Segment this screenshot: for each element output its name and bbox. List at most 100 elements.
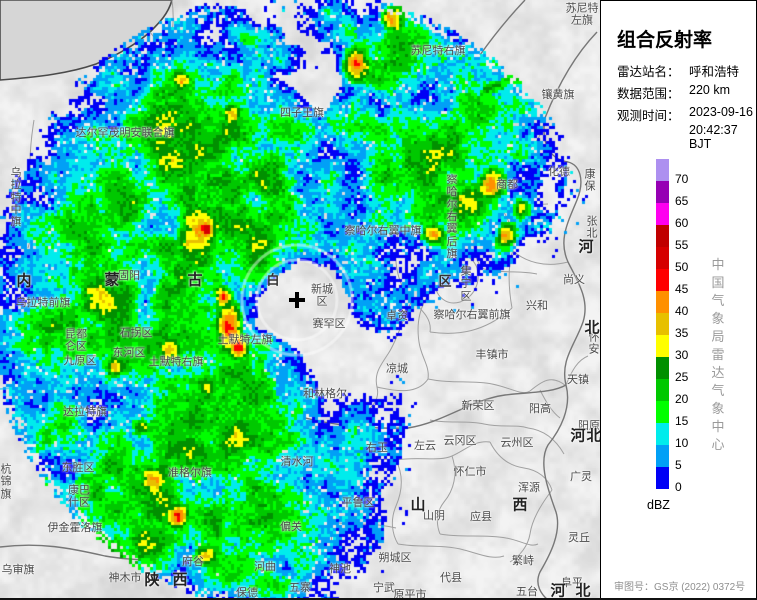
map-label: 偏关 <box>280 520 302 533</box>
map-label: 怀仁市 <box>453 465 487 478</box>
legend-value: 25 <box>675 370 689 384</box>
map-label: 右玉 <box>366 441 388 454</box>
map-label: 北 <box>584 319 600 337</box>
watermark-vertical-text: 中 国 气 象 局 雷 达 气 象 中 心 <box>711 257 725 452</box>
range-value: 220 km <box>689 83 730 97</box>
legend-color-swatch <box>656 423 669 445</box>
map-label: 原平市 <box>393 588 427 600</box>
map-label: 云冈区 <box>443 434 477 447</box>
map-label: 康巴 什区 <box>68 484 90 509</box>
map-label: 蒙 <box>104 271 120 289</box>
map-label: 山 <box>410 496 426 514</box>
station-value: 呼和浩特 <box>689 65 740 79</box>
map-label: 兴和 <box>526 299 548 312</box>
map-label: 商都 <box>496 178 518 191</box>
legend-color-swatch <box>656 379 669 401</box>
legend-value: 5 <box>675 458 682 472</box>
map-label: 内 <box>16 272 32 290</box>
map-label: 凉城 <box>386 362 408 375</box>
map-label: 河曲 <box>254 560 276 573</box>
legend-color-swatch <box>656 445 669 467</box>
info-panel: 组合反射率 雷达站名： 呼和浩特 数据范围： 220 km 观测时间： 2023… <box>600 0 757 598</box>
station-row: 雷达站名： 呼和浩特 <box>617 61 739 80</box>
legend-value: 20 <box>675 392 689 406</box>
map-label: 西 <box>512 496 528 514</box>
map-label: 北 <box>586 428 600 446</box>
legend-color-swatch <box>656 225 669 247</box>
map-label: 河 <box>578 238 594 256</box>
legend-color-swatch <box>656 313 669 335</box>
map-approval-number: 审图号：GS京 (2022) 0372号 <box>614 582 746 593</box>
time-label: 观测时间： <box>617 109 680 123</box>
map-label: 左云 <box>414 439 436 452</box>
legend-value: 70 <box>675 172 689 186</box>
map-label: 山阴 <box>423 509 445 522</box>
legend-color-swatch <box>656 335 669 357</box>
map-label: 代县 <box>440 571 462 584</box>
map-label: 东胜区 <box>61 461 95 474</box>
map-label: 伊金霍洛旗 <box>47 521 103 534</box>
map-label: 云州区 <box>500 436 534 449</box>
map-label: 朔城区 <box>378 551 412 564</box>
map-label: 河 <box>550 582 566 600</box>
map-label: 怀 安 <box>588 331 600 356</box>
legend-color-swatch <box>656 269 669 291</box>
map-label: 应县 <box>470 510 492 523</box>
map-label: 石拐区 <box>119 326 153 339</box>
range-row: 数据范围： 220 km <box>617 83 730 102</box>
dbz-legend: 70 65 60 55 50 45 40 35 30 25 20 15 10 5 0 <box>601 1 757 598</box>
legend-value: 55 <box>675 238 689 252</box>
map-label: 昆都 仑区 <box>65 328 87 353</box>
map-label: 繁峙 <box>512 554 534 567</box>
legend-value: 45 <box>675 282 689 296</box>
product-title: 组合反射率 <box>617 30 713 51</box>
map-label: 保德 <box>236 586 258 599</box>
map-label: 广灵 <box>570 470 592 483</box>
map-label: 北 <box>575 582 591 600</box>
map-label: 五台 <box>516 585 538 598</box>
map-label: 府谷 <box>182 555 204 568</box>
map-label: 区 <box>438 273 452 289</box>
map-label: 新城 区 <box>311 283 333 308</box>
legend-value: 40 <box>675 304 689 318</box>
time-date-value: 2023-09-16 <box>689 105 753 119</box>
map-label: 阳高 <box>529 402 551 415</box>
map-label: 阳原 <box>578 419 600 432</box>
map-label: 宁武 <box>373 581 395 594</box>
legend-color-swatch <box>656 291 669 313</box>
legend-color-swatch <box>656 181 669 203</box>
map-label: 古 <box>187 271 203 289</box>
map-label: 土默特左旗 <box>217 333 273 346</box>
map-label: 尚义 <box>563 273 585 286</box>
map-label: 九原区 <box>63 354 97 367</box>
legend-color-swatch <box>656 357 669 379</box>
time-clock-value: 20:42:37 BJT <box>689 123 738 151</box>
map-label: 赛罕区 <box>312 317 346 330</box>
legend-value: 60 <box>675 216 689 230</box>
map-label: 陕 <box>144 571 160 589</box>
legend-value: 65 <box>675 194 689 208</box>
map-label: 五寨 <box>289 581 311 594</box>
map-label: 河 <box>570 427 586 445</box>
legend-unit: dBZ <box>647 498 670 512</box>
legend-value: 35 <box>675 326 689 340</box>
map-label: 浑源 <box>518 481 540 494</box>
map-label: 察哈尔右翼前旗 <box>433 308 511 321</box>
map-label: 苏尼特右旗 <box>410 44 466 57</box>
map-label: 达拉特旗 <box>63 405 107 418</box>
map-label: 杭 锦 旗 <box>0 463 12 501</box>
map-label: 西 <box>172 571 188 589</box>
map-label: 集 宁 区 <box>460 265 472 303</box>
map-label: 阜平 <box>561 576 583 589</box>
legend-color-swatch <box>656 203 669 225</box>
map-label: 固阳 <box>118 269 140 282</box>
place-labels-layer: 苏尼特 左旗 镶黄旗 苏尼特右旗 达尔罕茂明安联合旗 四子王旗 化德 商都 康 保察哈尔右翼中… <box>0 3 601 600</box>
map-label: 土默特右旗 <box>148 355 204 368</box>
map-label: 察 哈 尔 右 翼 后 旗 <box>446 173 458 260</box>
map-label: 白 <box>266 272 280 288</box>
map-label: 达尔罕茂明安联合旗 <box>75 126 175 139</box>
map-label: 化德 <box>548 165 570 178</box>
range-label: 数据范围： <box>617 87 680 101</box>
map-label: 乌 拉 特 中 旗 <box>10 167 22 229</box>
